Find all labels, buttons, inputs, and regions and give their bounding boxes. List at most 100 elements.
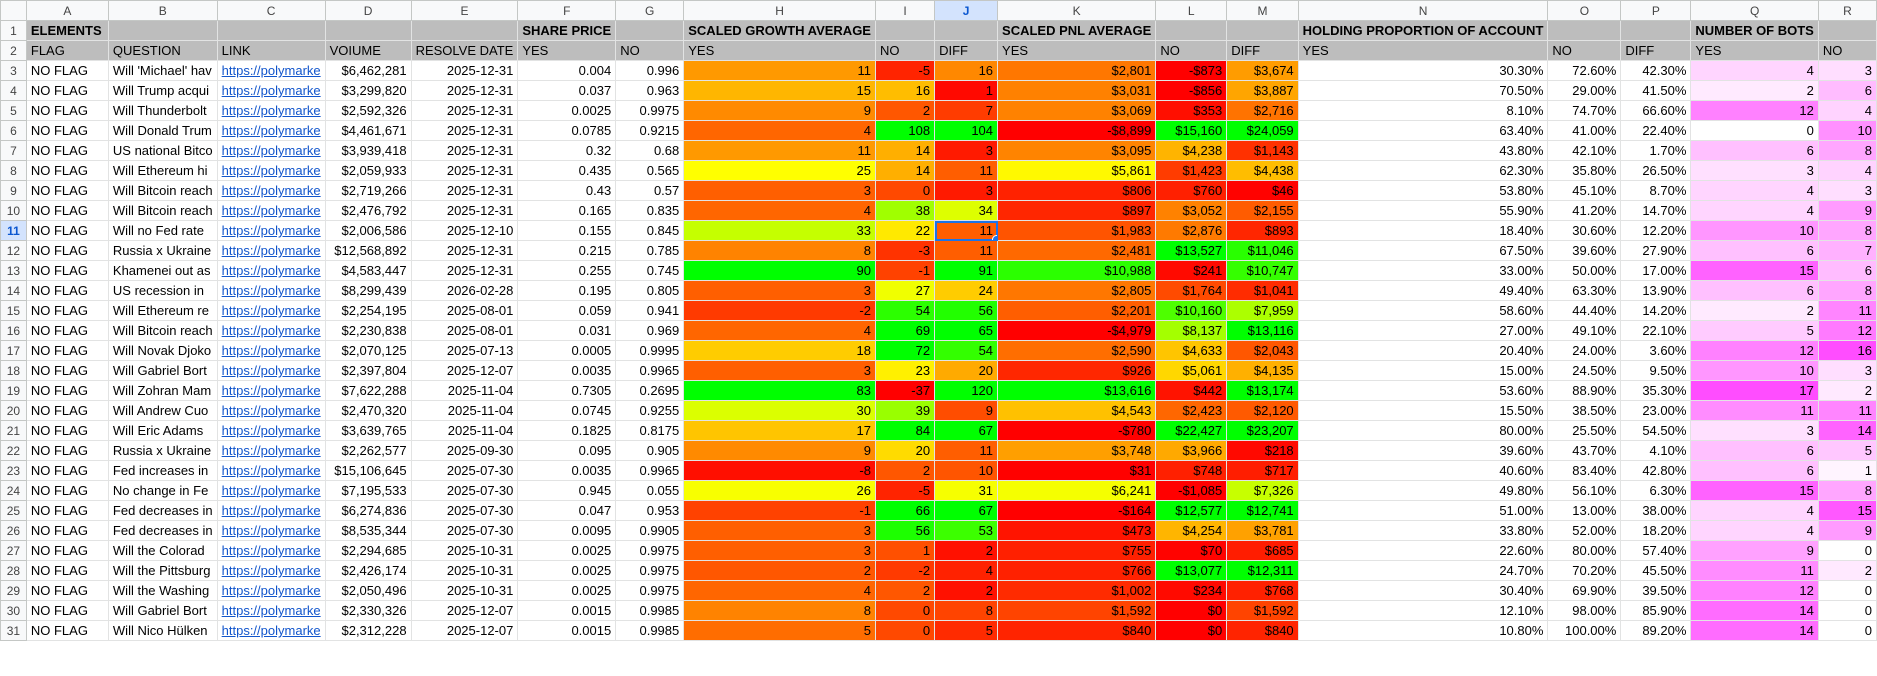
cell-q7[interactable]: 6 — [1690, 140, 1819, 161]
cell-l9[interactable]: $760 — [1155, 180, 1228, 201]
cell-k19[interactable]: $13,616 — [997, 380, 1157, 401]
cell-g9[interactable]: 0.57 — [615, 180, 685, 201]
cell-a19[interactable]: NO FLAG — [25, 380, 109, 401]
cell-h28[interactable]: 2 — [683, 560, 876, 581]
cell-a27[interactable]: NO FLAG — [25, 540, 109, 561]
column-header-o[interactable]: O — [1547, 0, 1622, 21]
cell-o8[interactable]: 35.80% — [1547, 160, 1622, 181]
cell-b29[interactable]: Will the Washing — [107, 580, 218, 601]
cell-e10[interactable]: 2025-12-31 — [410, 200, 519, 221]
cell-j9[interactable]: 3 — [934, 180, 999, 201]
cell-r31[interactable]: 0 — [1817, 620, 1877, 641]
cell-j10[interactable]: 34 — [934, 200, 999, 221]
cell-j19[interactable]: 120 — [934, 380, 999, 401]
cell-l3[interactable]: -$873 — [1155, 60, 1228, 81]
cell-n3[interactable]: 30.30% — [1297, 60, 1549, 81]
cell-o2[interactable]: NO — [1547, 40, 1622, 61]
cell-f5[interactable]: 0.0025 — [517, 100, 617, 121]
market-link[interactable]: https://polymarke — [216, 60, 326, 81]
cell-r19[interactable]: 2 — [1817, 380, 1877, 401]
cell-e7[interactable]: 2025-12-31 — [410, 140, 519, 161]
cell-p22[interactable]: 4.10% — [1620, 440, 1692, 461]
row-header-2[interactable]: 2 — [0, 40, 27, 61]
cell-k31[interactable]: $840 — [997, 620, 1157, 641]
row-header-18[interactable]: 18 — [0, 360, 27, 381]
cell-m21[interactable]: $23,207 — [1226, 420, 1299, 441]
market-link[interactable]: https://polymarke — [216, 340, 326, 361]
cell-i11[interactable]: 22 — [874, 220, 936, 241]
cell-j14[interactable]: 24 — [934, 280, 999, 301]
cell-h22[interactable]: 9 — [683, 440, 876, 461]
cell-j1[interactable] — [934, 20, 999, 41]
cell-g13[interactable]: 0.745 — [615, 260, 685, 281]
cell-m20[interactable]: $2,120 — [1226, 400, 1299, 421]
row-header-20[interactable]: 20 — [0, 400, 27, 421]
cell-o4[interactable]: 29.00% — [1547, 80, 1622, 101]
cell-l16[interactable]: $8,137 — [1155, 320, 1228, 341]
cell-m28[interactable]: $12,311 — [1226, 560, 1299, 581]
cell-h16[interactable]: 4 — [683, 320, 876, 341]
cell-d12[interactable]: $12,568,892 — [324, 240, 412, 261]
cell-i9[interactable]: 0 — [874, 180, 936, 201]
market-link[interactable]: https://polymarke — [216, 540, 326, 561]
cell-n16[interactable]: 27.00% — [1297, 320, 1549, 341]
cell-n11[interactable]: 18.40% — [1297, 220, 1549, 241]
cell-j12[interactable]: 11 — [934, 240, 999, 261]
cell-i16[interactable]: 69 — [874, 320, 936, 341]
cell-r16[interactable]: 12 — [1817, 320, 1877, 341]
cell-q17[interactable]: 12 — [1690, 340, 1819, 361]
cell-j17[interactable]: 54 — [934, 340, 999, 361]
cell-l15[interactable]: $10,160 — [1155, 300, 1228, 321]
cell-l19[interactable]: $442 — [1155, 380, 1228, 401]
cell-l22[interactable]: $3,966 — [1155, 440, 1228, 461]
cell-e22[interactable]: 2025-09-30 — [410, 440, 519, 461]
cell-l24[interactable]: -$1,085 — [1155, 480, 1228, 501]
cell-e6[interactable]: 2025-12-31 — [410, 120, 519, 141]
cell-o15[interactable]: 44.40% — [1547, 300, 1622, 321]
cell-p3[interactable]: 42.30% — [1620, 60, 1692, 81]
cell-a11[interactable]: NO FLAG — [25, 220, 109, 241]
cell-i21[interactable]: 84 — [874, 420, 936, 441]
cell-h10[interactable]: 4 — [683, 200, 876, 221]
cell-e12[interactable]: 2025-12-31 — [410, 240, 519, 261]
cell-k7[interactable]: $3,095 — [997, 140, 1157, 161]
cell-d11[interactable]: $2,006,586 — [324, 220, 412, 241]
market-link[interactable]: https://polymarke — [216, 580, 326, 601]
cell-i27[interactable]: 1 — [874, 540, 936, 561]
select-all-corner[interactable] — [0, 0, 27, 21]
cell-j29[interactable]: 2 — [934, 580, 999, 601]
cell-o24[interactable]: 56.10% — [1547, 480, 1622, 501]
cell-g14[interactable]: 0.805 — [615, 280, 685, 301]
cell-f10[interactable]: 0.165 — [517, 200, 617, 221]
cell-a15[interactable]: NO FLAG — [25, 300, 109, 321]
cell-r8[interactable]: 4 — [1817, 160, 1877, 181]
market-link[interactable]: https://polymarke — [216, 80, 326, 101]
cell-e17[interactable]: 2025-07-13 — [410, 340, 519, 361]
cell-q8[interactable]: 3 — [1690, 160, 1819, 181]
cell-i3[interactable]: -5 — [874, 60, 936, 81]
column-header-q[interactable]: Q — [1690, 0, 1819, 21]
cell-m29[interactable]: $768 — [1226, 580, 1299, 601]
cell-j5[interactable]: 7 — [934, 100, 999, 121]
cell-r23[interactable]: 1 — [1817, 460, 1877, 481]
row-header-17[interactable]: 17 — [0, 340, 27, 361]
cell-a10[interactable]: NO FLAG — [25, 200, 109, 221]
cell-a23[interactable]: NO FLAG — [25, 460, 109, 481]
cell-l26[interactable]: $4,254 — [1155, 520, 1228, 541]
market-link[interactable]: https://polymarke — [216, 320, 326, 341]
column-header-d[interactable]: D — [324, 0, 412, 21]
cell-e26[interactable]: 2025-07-30 — [410, 520, 519, 541]
cell-e13[interactable]: 2025-12-31 — [410, 260, 519, 281]
cell-i24[interactable]: -5 — [874, 480, 936, 501]
cell-f22[interactable]: 0.095 — [517, 440, 617, 461]
cell-g25[interactable]: 0.953 — [615, 500, 685, 521]
cell-r14[interactable]: 8 — [1817, 280, 1877, 301]
cell-d31[interactable]: $2,312,228 — [324, 620, 412, 641]
market-link[interactable]: https://polymarke — [216, 400, 326, 421]
cell-a13[interactable]: NO FLAG — [25, 260, 109, 281]
cell-r12[interactable]: 7 — [1817, 240, 1877, 261]
cell-h31[interactable]: 5 — [683, 620, 876, 641]
cell-j28[interactable]: 4 — [934, 560, 999, 581]
cell-q16[interactable]: 5 — [1690, 320, 1819, 341]
cell-d9[interactable]: $2,719,266 — [324, 180, 412, 201]
